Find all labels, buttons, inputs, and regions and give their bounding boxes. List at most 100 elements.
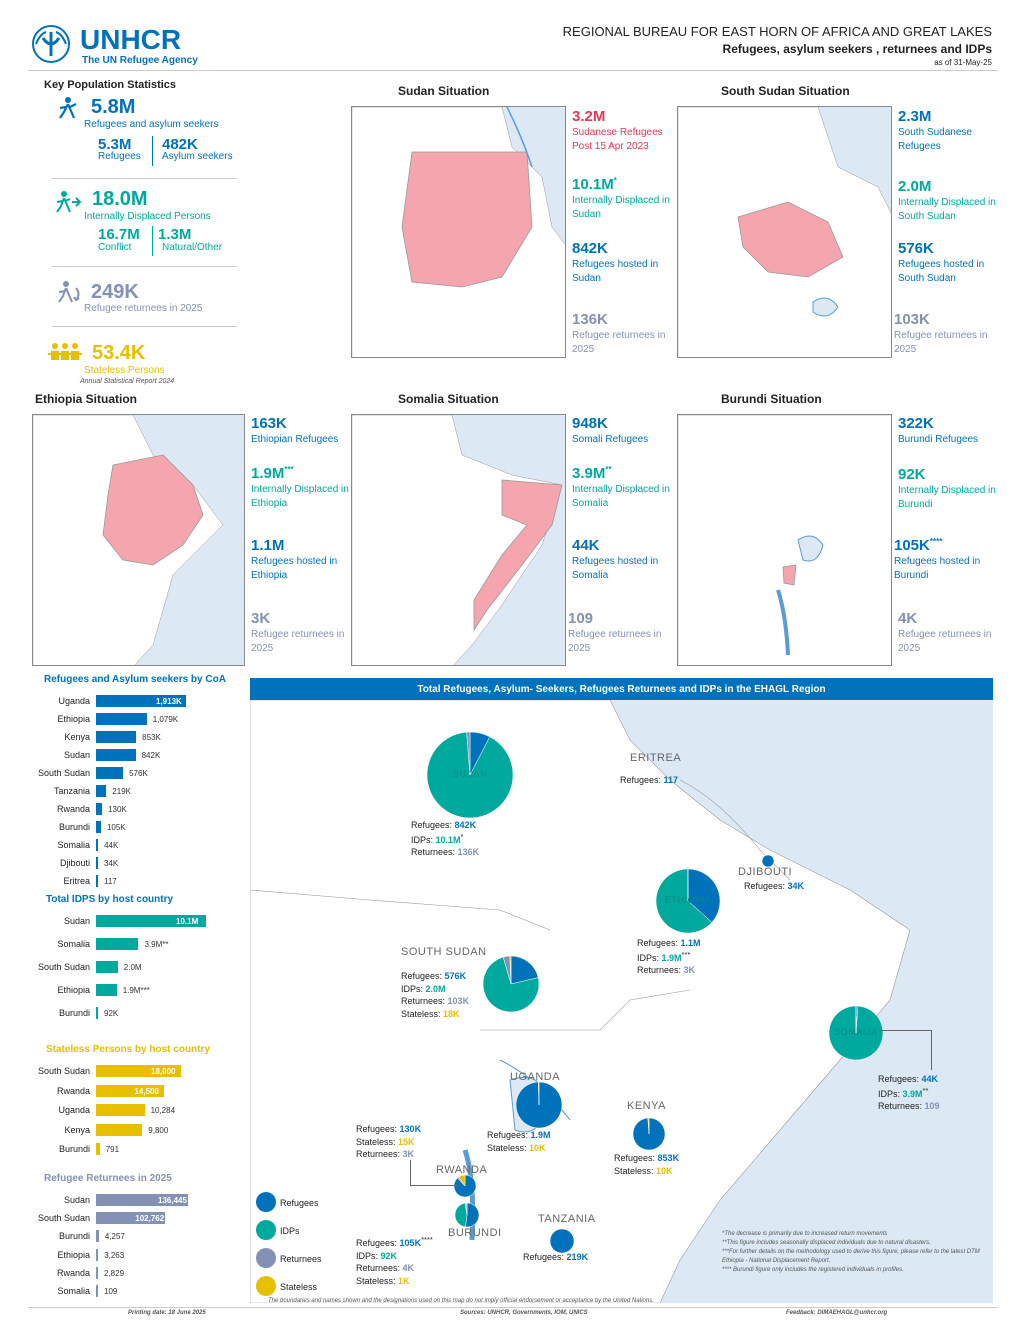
south-sudan-stat-b: 2.0M Internally Displaced in South Sudan	[898, 178, 996, 222]
somalia-values: Refugees: 44K IDPs: 3.9M** Returnees: 10…	[878, 1074, 940, 1112]
bar-value-label: 34K	[104, 859, 119, 868]
bar	[96, 875, 98, 887]
bar	[96, 839, 99, 851]
conflict-value: 16.7M	[98, 226, 140, 243]
bar-category-label: South Sudan	[37, 1066, 90, 1076]
bar-category-label: Kenya	[64, 1124, 90, 1135]
footer-divider	[28, 1307, 998, 1308]
bar-value-label: 791	[105, 1145, 120, 1154]
somalia-stat-a: 948K Somali Refugees	[572, 415, 649, 445]
pie-slice	[454, 1202, 468, 1228]
header-divider	[28, 70, 998, 71]
natural-label: Natural/Other	[162, 242, 223, 253]
pie-slice	[466, 731, 471, 776]
bar-category-label: Rwanda	[56, 1085, 90, 1096]
legend-returnees-label: Returnees	[280, 1254, 322, 1264]
sudan-situation-title: Sudan Situation	[398, 84, 490, 98]
bar	[96, 731, 137, 743]
south-sudan-stat-d: 103K Refugee returnees in 2025	[894, 311, 988, 355]
eritrea-values: Refugees: 117	[620, 775, 679, 785]
pie-ethiopia	[655, 868, 721, 934]
bar-value-label: 1,913K	[156, 697, 182, 706]
region-map-title: Total Refugees, Asylum- Seekers, Refugee…	[417, 684, 826, 695]
divider	[52, 178, 237, 179]
bar-value-label: 9,800	[148, 1125, 169, 1135]
legend-returnees-swatch	[256, 1248, 276, 1268]
divider	[152, 136, 153, 166]
refugees-total-value: 5.8M	[91, 96, 136, 118]
bar-value-label: 92K	[104, 1009, 119, 1018]
bar	[96, 1212, 166, 1225]
ethiopia-situation-title: Ethiopia Situation	[35, 392, 137, 406]
bar-value-label: 219K	[112, 787, 131, 796]
sudan-map	[351, 106, 566, 358]
pie-south-sudan	[482, 955, 540, 1013]
bar	[96, 1194, 188, 1206]
bar-chart-title: Stateless Persons by host country	[46, 1044, 210, 1055]
feedback: Feedback: DIMAEHAGL@unhcr.org	[786, 1310, 888, 1316]
bar-chart-title: Total IDPS by host country	[46, 894, 174, 905]
bar-value-label: 18,000	[151, 1067, 176, 1076]
bar-category-label: Rwanda	[56, 804, 90, 814]
bar	[96, 938, 139, 950]
bar-value-label: 853K	[142, 733, 161, 742]
bar-category-label: Burundi	[58, 1144, 90, 1154]
unhcr-logo: UNHCR The UN Refugee Agency	[28, 24, 208, 68]
page-subtitle: Refugees, asylum seekers , returnees and…	[722, 42, 992, 56]
bar-value-label: 14,500	[134, 1086, 159, 1096]
pie-slice	[687, 868, 721, 923]
bar-chart-title: Refugee Returnees in 2025	[44, 1173, 172, 1184]
pie-tanzania	[549, 1228, 575, 1254]
ethiopia-stat-c: 1.1M Refugees hosted in Ethiopia	[251, 537, 338, 581]
burundi-stat-d: 4K Refugee returnees in 2025	[898, 610, 992, 654]
legend-refugees-label: Refugees	[280, 1198, 319, 1208]
bureau-title: REGIONAL BUREAU FOR EAST HORN OF AFRICA …	[562, 24, 992, 39]
bar-category-label: Sudan	[63, 750, 90, 760]
ethiopia-map	[32, 414, 245, 666]
tanzania-label: TANZANIA	[538, 1213, 596, 1225]
burundi-stat-b: 92K Internally Displaced in Burundi	[898, 466, 996, 510]
bar-category-label: Sudan	[63, 1195, 90, 1205]
ethiopia-stat-b: 1.9M*** Internally Displaced in Ethiopia	[251, 465, 349, 509]
legend-idps-label: IDPs	[280, 1226, 300, 1236]
sudan-stat-d: 136K Refugee returnees in 2025	[572, 311, 666, 355]
bar-value-label: 3.9M**	[144, 940, 169, 949]
legend-stateless-swatch	[256, 1276, 276, 1296]
bar-value-label: 1.9M***	[122, 986, 150, 995]
bar	[96, 1084, 165, 1097]
bar	[96, 695, 186, 707]
bar	[96, 1007, 98, 1019]
region-map	[250, 700, 993, 1303]
bar	[96, 1065, 181, 1077]
divider	[52, 326, 237, 327]
bar	[96, 803, 103, 815]
refugee-icon	[59, 97, 77, 119]
bar-category-label: Ethiopia	[57, 714, 90, 724]
pie-slice	[509, 955, 512, 985]
refugees-label: Refugees	[98, 151, 141, 162]
burundi-values: Refugees: 105K**** IDPs: 92K Returnees: …	[356, 1235, 433, 1286]
bar-category-label: South Sudan	[37, 1213, 90, 1224]
bar	[96, 961, 118, 973]
bar-category-label: South Sudan	[37, 768, 90, 778]
somalia-stat-d: 109 Refugee returnees in 2025	[568, 610, 662, 654]
bar	[96, 915, 206, 927]
bar-value-label: 576K	[129, 769, 148, 778]
bar	[96, 1285, 98, 1297]
pie-slice	[761, 854, 775, 868]
bar-category-label: Uganda	[58, 1105, 90, 1115]
refugees-total-label: Refugees and asylum seekers	[84, 119, 219, 130]
bar	[96, 749, 136, 761]
bar-category-label: Somalia	[57, 939, 90, 949]
sudan-stat-c: 842K Refugees hosted in Sudan	[572, 240, 659, 284]
bar-value-label: 136,445	[158, 1196, 187, 1205]
stateless-note: Annual Statistical Report 2024	[80, 378, 175, 385]
bar	[96, 713, 147, 725]
pie-slice	[549, 1228, 575, 1254]
bar-category-label: Tanzania	[53, 786, 90, 796]
disclaimer: The boundaries and names shown and the d…	[268, 1298, 654, 1304]
bar-category-label: Burundi	[58, 822, 90, 832]
pie-slice	[510, 955, 539, 985]
bar	[96, 767, 124, 779]
bar-category-label: Ethiopia	[57, 1249, 90, 1260]
